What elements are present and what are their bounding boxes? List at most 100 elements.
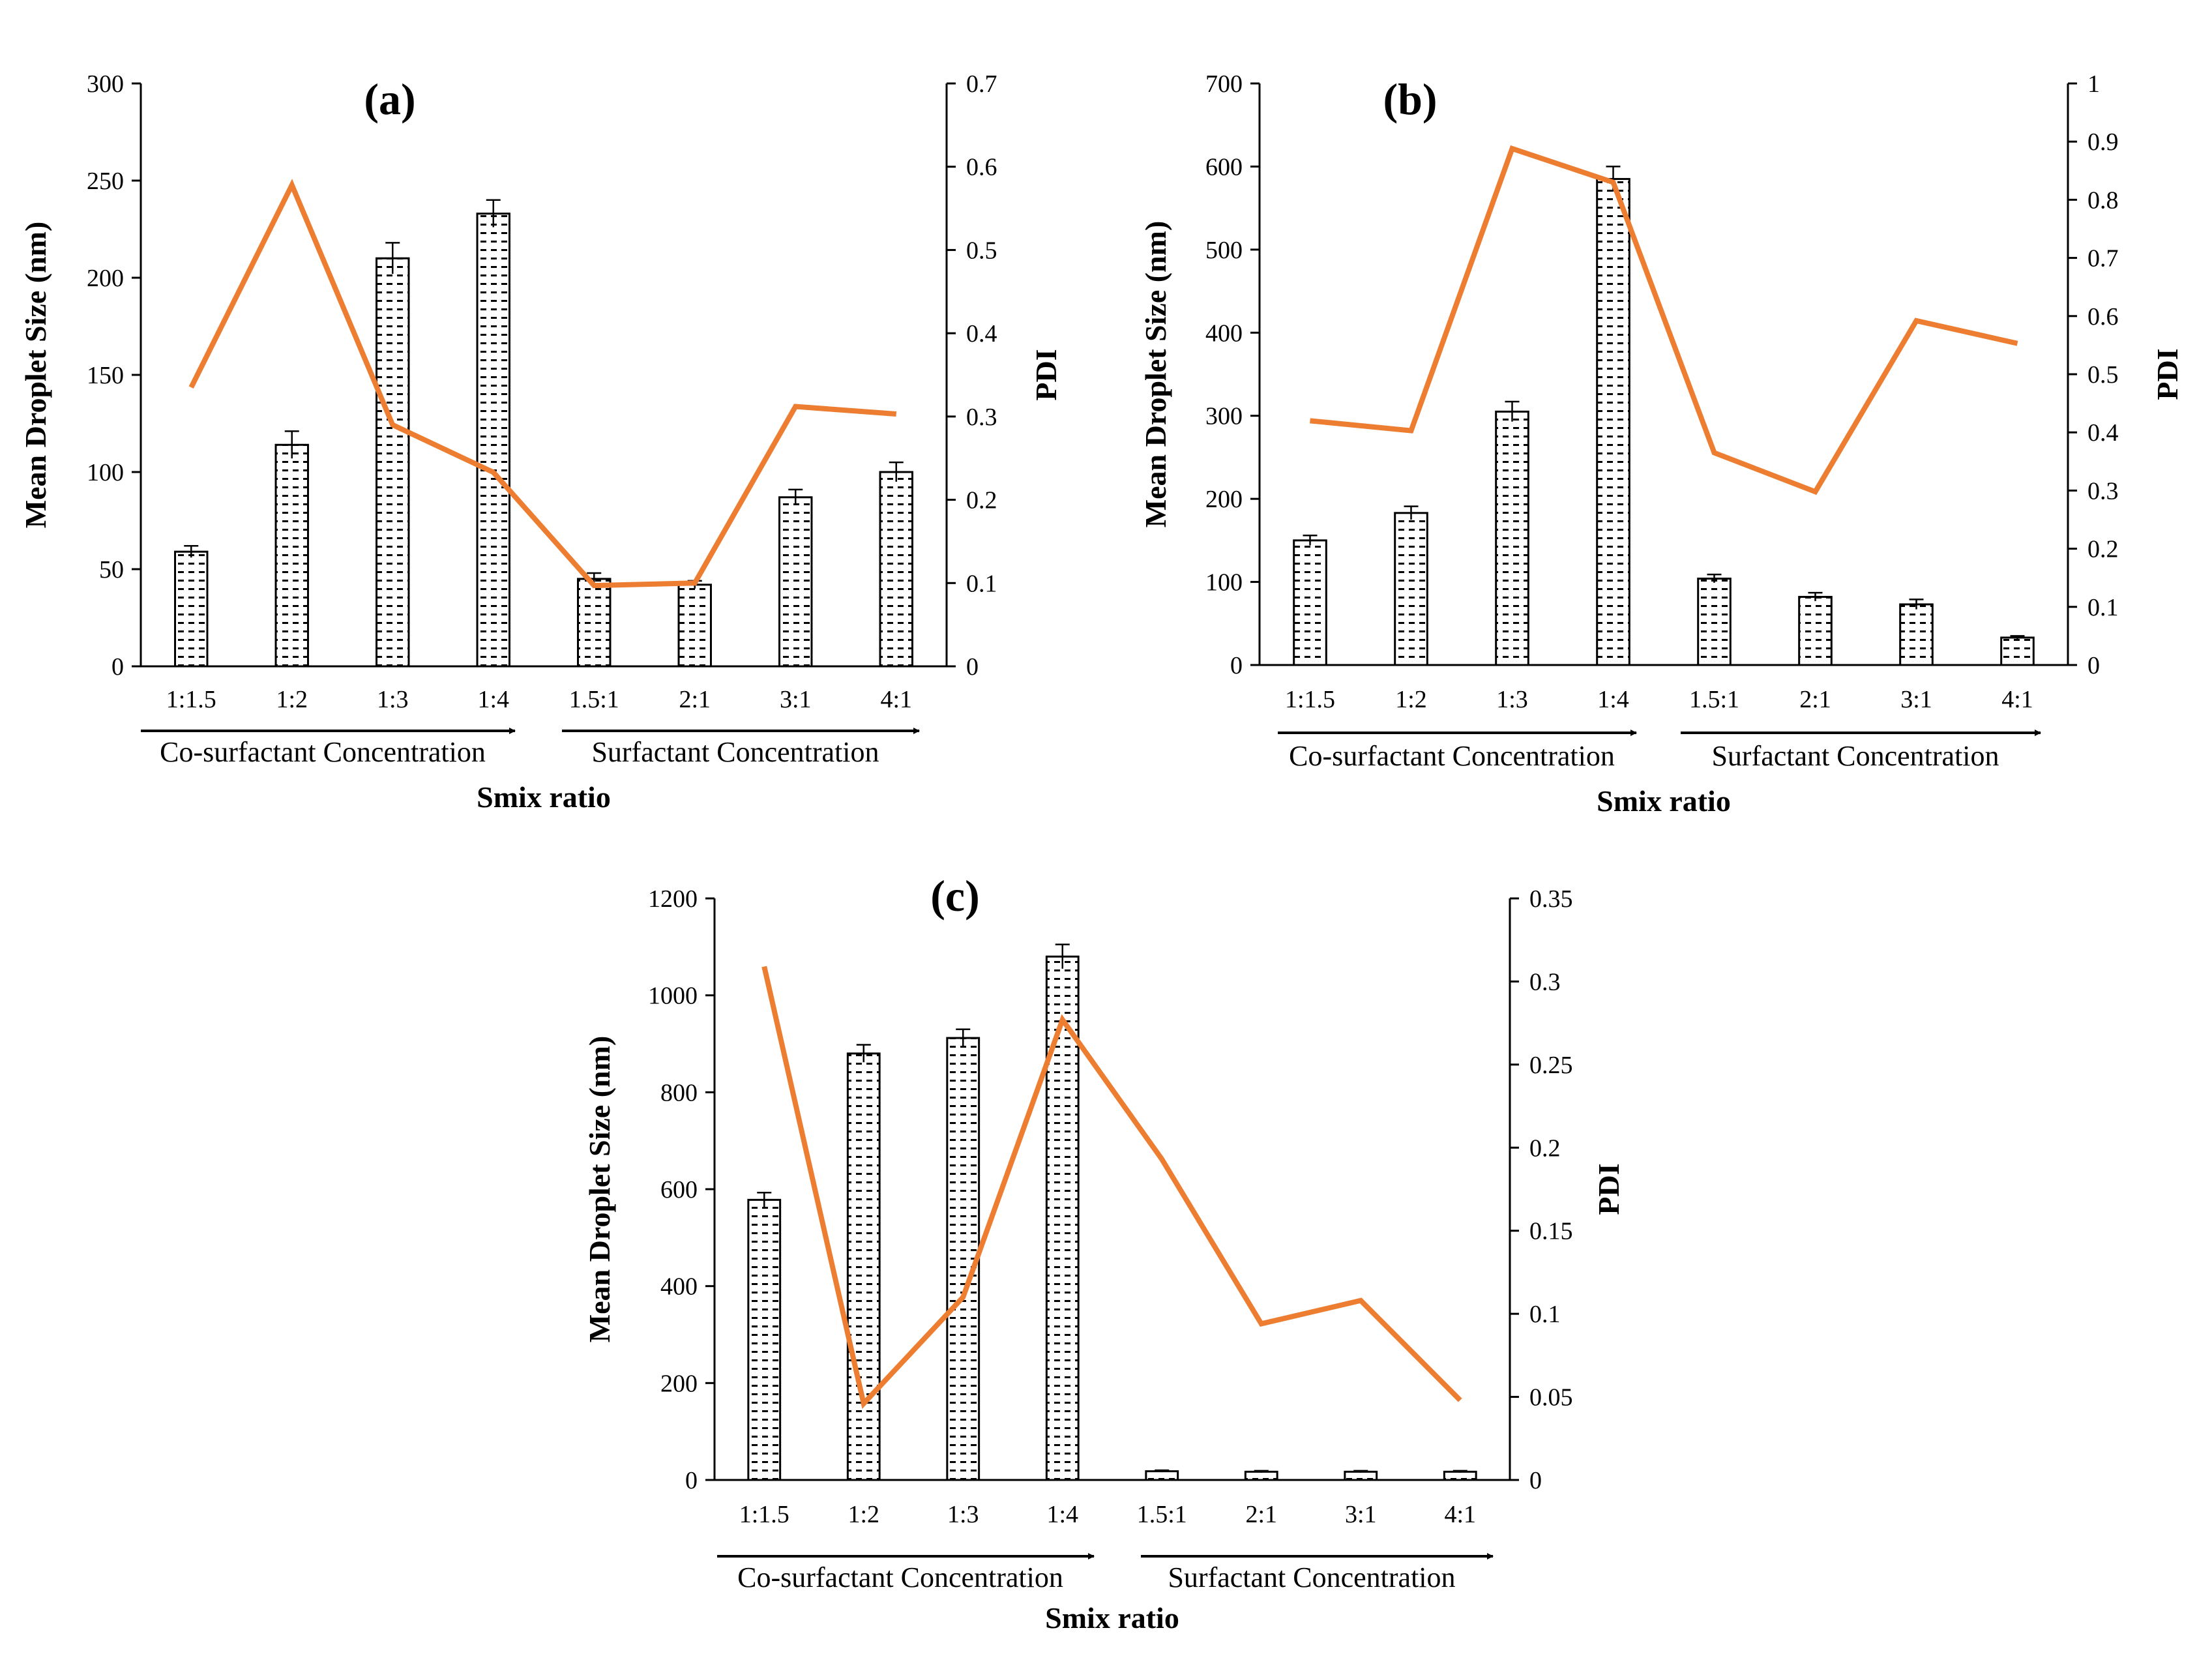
y-tick-label: 600 <box>1205 153 1243 181</box>
y2-tick-label: 0 <box>2087 652 2100 679</box>
y2-tick-label: 0.3 <box>966 404 997 431</box>
pdi-line[interactable] <box>1310 149 2018 492</box>
y2-tick-label: 0.7 <box>2087 245 2119 273</box>
x-category-label: 1.5:1 <box>1137 1501 1187 1528</box>
bar[interactable] <box>1900 604 1933 665</box>
y2-tick-label: 0 <box>966 653 979 681</box>
x-category-label: 1:1.5 <box>166 686 216 713</box>
bar[interactable] <box>880 472 912 666</box>
y-tick-label: 400 <box>660 1273 698 1301</box>
y2-axis-title: PDI <box>1029 349 1063 400</box>
y-tick-label: 100 <box>1205 569 1243 597</box>
chart-panel-0: 05010015020025030000.10.20.30.40.50.60.7… <box>19 70 1063 814</box>
chart-panel-1: 010020030040050060070000.10.20.30.40.50.… <box>1139 70 2184 818</box>
y2-axis-title: PDI <box>2151 348 2184 400</box>
y-tick-label: 200 <box>660 1370 698 1397</box>
y2-tick-label: 0.6 <box>966 154 997 181</box>
bar[interactable] <box>1698 578 1731 665</box>
y2-tick-label: 0.15 <box>1529 1218 1573 1245</box>
x-category-label: 1:2 <box>276 686 308 713</box>
x-category-label: 3:1 <box>1900 686 1932 713</box>
x-category-label: 4:1 <box>880 686 912 713</box>
bar[interactable] <box>748 1200 780 1480</box>
y-tick-label: 0 <box>685 1467 698 1494</box>
y2-tick-label: 0.35 <box>1529 885 1573 913</box>
bar[interactable] <box>477 214 509 666</box>
x-category-label: 1:4 <box>1597 686 1629 713</box>
y2-tick-label: 0 <box>1529 1467 1542 1494</box>
bar[interactable] <box>1245 1471 1277 1480</box>
y2-tick-label: 0.1 <box>1529 1301 1561 1328</box>
x-category-label: 1:3 <box>377 686 409 713</box>
y-tick-label: 300 <box>87 70 124 98</box>
y2-tick-label: 0.1 <box>2087 594 2119 621</box>
bar[interactable] <box>679 585 711 666</box>
y-axis-title: Mean Droplet Size (nm) <box>583 1036 616 1343</box>
bar[interactable] <box>1345 1471 1377 1480</box>
bar[interactable] <box>1294 540 1327 665</box>
concentration-label: Co-surfactant Concentration <box>737 1561 1063 1593</box>
y-tick-label: 600 <box>660 1176 698 1204</box>
x-category-label: 4:1 <box>2001 686 2033 713</box>
y-axis-title: Mean Droplet Size (nm) <box>19 222 52 529</box>
x-category-label: 2:1 <box>1799 686 1831 713</box>
bar[interactable] <box>578 579 610 666</box>
y2-tick-label: 0.3 <box>2087 477 2119 505</box>
x-category-label: 1:4 <box>477 686 509 713</box>
bar[interactable] <box>1496 411 1529 665</box>
y-tick-label: 400 <box>1205 319 1243 347</box>
bar[interactable] <box>780 497 812 666</box>
y2-tick-label: 0.3 <box>1529 968 1561 996</box>
bar[interactable] <box>1799 597 1832 665</box>
y-tick-label: 200 <box>87 265 124 292</box>
panel-label: (a) <box>364 74 415 124</box>
x-axis-title: Smix ratio <box>1597 784 1731 818</box>
x-category-label: 1:3 <box>947 1501 979 1528</box>
y2-tick-label: 0.5 <box>966 237 997 264</box>
y2-tick-label: 0.7 <box>966 70 997 98</box>
x-category-label: 2:1 <box>679 686 711 713</box>
bar[interactable] <box>175 552 207 666</box>
y2-tick-label: 0.9 <box>2087 128 2119 156</box>
panel-label: (c) <box>930 871 979 921</box>
y-tick-label: 700 <box>1205 70 1243 98</box>
bar[interactable] <box>377 258 409 666</box>
concentration-label: Surfactant Concentration <box>1168 1561 1455 1593</box>
y-tick-label: 500 <box>1205 237 1243 264</box>
y2-tick-label: 0.2 <box>966 487 997 514</box>
y2-tick-label: 0.05 <box>1529 1384 1573 1412</box>
bar[interactable] <box>1395 513 1428 665</box>
y2-tick-label: 0.6 <box>2087 303 2119 331</box>
y-tick-label: 250 <box>87 168 124 195</box>
x-category-label: 1.5:1 <box>1689 686 1739 713</box>
y2-tick-label: 0.4 <box>966 320 997 347</box>
y-tick-label: 300 <box>1205 403 1243 430</box>
bar[interactable] <box>1597 179 1630 665</box>
bar[interactable] <box>1146 1471 1178 1480</box>
concentration-label: Surfactant Concentration <box>1711 740 1999 772</box>
y2-tick-label: 0.25 <box>1529 1052 1573 1079</box>
bar[interactable] <box>2001 638 2034 665</box>
bar[interactable] <box>276 445 308 666</box>
x-category-label: 1:3 <box>1496 686 1528 713</box>
y2-tick-label: 1 <box>2087 70 2100 98</box>
y-tick-label: 150 <box>87 362 124 389</box>
y-tick-label: 100 <box>87 459 124 486</box>
x-axis-title: Smix ratio <box>477 780 611 814</box>
concentration-label: Co-surfactant Concentration <box>160 736 486 768</box>
y2-tick-label: 0.2 <box>2087 536 2119 563</box>
x-category-label: 2:1 <box>1245 1501 1277 1528</box>
concentration-label: Surfactant Concentration <box>591 736 879 768</box>
y-tick-label: 200 <box>1205 486 1243 513</box>
x-axis-title: Smix ratio <box>1045 1601 1179 1634</box>
bar[interactable] <box>848 1054 879 1480</box>
bar[interactable] <box>1444 1471 1476 1480</box>
x-category-label: 1:1.5 <box>1285 686 1335 713</box>
y2-axis-title: PDI <box>1592 1163 1625 1215</box>
x-category-label: 1:2 <box>1395 686 1427 713</box>
y-tick-label: 1000 <box>648 983 698 1010</box>
y-tick-label: 50 <box>99 556 124 584</box>
y-axis-title: Mean Droplet Size (nm) <box>1139 221 1172 528</box>
